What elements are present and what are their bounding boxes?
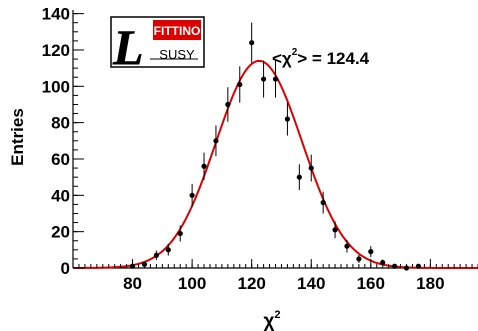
x-tick-label: 160 <box>357 274 385 293</box>
logo-bottom-text: SUSY <box>159 47 195 62</box>
data-point <box>213 138 219 144</box>
y-tick-label: 140 <box>42 5 70 24</box>
y-tick-label: 120 <box>42 41 70 60</box>
data-point <box>249 40 255 46</box>
data-point <box>189 192 195 198</box>
data-point <box>380 259 386 266</box>
x-tick-label: 80 <box>123 274 142 293</box>
x-axis-label-base: χ <box>263 311 274 331</box>
x-axis-label: χ2 <box>263 309 280 331</box>
data-point <box>153 252 159 258</box>
data-point <box>225 101 231 108</box>
data-point <box>177 230 183 237</box>
data-points-layer <box>129 22 422 271</box>
data-point <box>332 227 338 233</box>
logo-top-text: FITTINO <box>154 24 201 38</box>
y-axis-label: Entries <box>8 108 27 166</box>
tick-labels-layer: 80 100 120 140 160 180 0 20 40 60 80 100 120 140 <box>42 5 445 293</box>
y-tick-label: 60 <box>51 150 70 169</box>
data-point <box>237 81 243 88</box>
data-point <box>260 76 267 82</box>
data-point <box>284 116 291 122</box>
mean-annotation-prefix: <χ <box>272 49 292 68</box>
x-tick-label: 180 <box>416 274 444 293</box>
x-tick-label: 140 <box>297 274 325 293</box>
mean-annotation-sup: 2 <box>292 47 298 58</box>
x-tick-label: 120 <box>237 274 265 293</box>
mean-annotation: <χ2> = 124.4 <box>272 47 370 68</box>
data-point <box>308 165 314 171</box>
axis-ticks-layer <box>72 13 478 269</box>
y-tick-label: 20 <box>51 223 70 242</box>
y-tick-label: 40 <box>51 186 70 205</box>
y-tick-label: 80 <box>51 114 70 133</box>
data-point <box>320 199 326 206</box>
fittino-logo: L FITTINO SUSY <box>110 16 205 75</box>
data-point <box>296 174 302 180</box>
data-point <box>368 249 374 255</box>
data-point <box>272 76 279 82</box>
data-point <box>201 163 207 169</box>
x-axis-label-sup: 2 <box>274 309 280 321</box>
y-tick-label: 0 <box>61 259 70 278</box>
data-point <box>165 247 171 253</box>
y-tick-label: 100 <box>42 77 70 96</box>
data-point <box>356 256 362 262</box>
logo-letter: L <box>112 19 144 75</box>
x-tick-label: 100 <box>178 274 206 293</box>
mean-annotation-suffix: > = 124.4 <box>297 49 369 68</box>
data-point <box>344 243 350 249</box>
